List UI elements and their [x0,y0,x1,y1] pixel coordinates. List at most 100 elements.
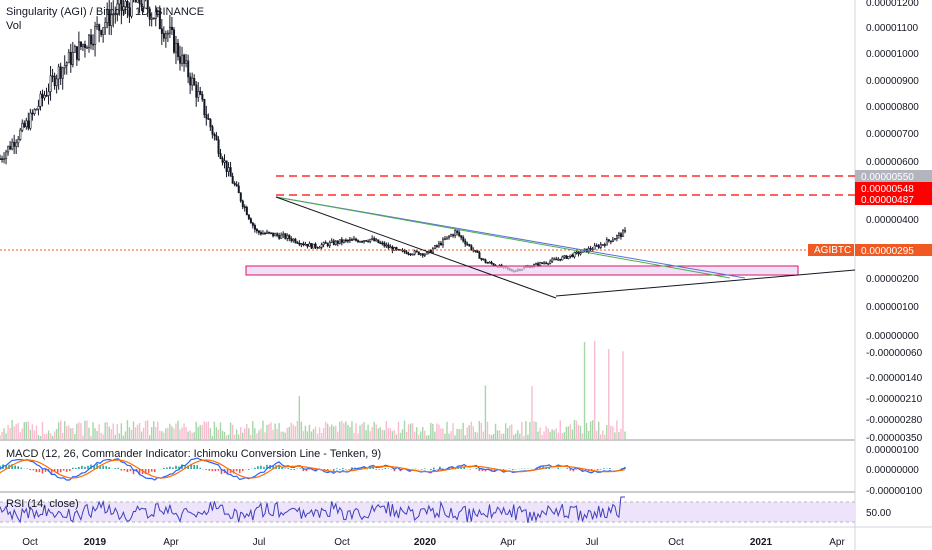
candle-body [39,93,42,107]
candle-body [389,246,392,249]
volume-bar [407,424,410,440]
volume-bar [173,428,175,440]
candle-body [128,7,131,17]
volume-bar [535,421,537,440]
volume-bar [411,423,414,440]
trend-line-down[interactable] [275,196,557,299]
macd-histogram-bar [257,466,259,469]
volume-bar [585,422,588,440]
rsi-legend[interactable]: RSI (14, close) [6,498,79,510]
macd-histogram-bar [0,465,1,469]
candle-body [545,262,548,265]
volume-bar [104,422,106,440]
candle-body [253,225,256,230]
candle-body [543,262,546,265]
candle-body [609,240,612,243]
volume-bar [7,424,9,440]
price-axis-label: 0.00001000 [866,49,919,60]
support-zone[interactable] [245,265,799,276]
volume-bar [106,422,108,440]
macd-histogram-bar [193,464,195,469]
candle-body [470,245,473,251]
volume-bar [239,427,242,440]
volume-bar [355,423,357,440]
volume-bar [324,421,327,440]
volume-bar [272,429,274,440]
candle-body [71,51,74,65]
macd-histogram-bar [129,469,132,472]
volume-bar [523,435,525,440]
macd-histogram-bar [235,469,238,472]
volume-bar [187,431,189,440]
volume-bar [213,421,216,440]
candle-body [55,78,58,87]
candle-body [187,60,190,78]
chart-title[interactable]: Singularity (AGI) / Bitcoin, 1D, BINANCE [6,6,205,18]
volume-bar [383,430,385,440]
volume-bars [0,340,626,440]
candle-body [112,13,115,16]
candle-body [116,3,119,14]
macd-histogram-bar [53,469,56,472]
candle-body [444,238,447,241]
candle-body [27,120,30,129]
candle-body [189,76,192,86]
candle-body [37,105,40,110]
candle-body [292,238,295,242]
fan-line-green[interactable] [275,196,731,279]
macd-pane[interactable] [0,457,626,481]
macd-histogram-bar [599,469,602,470]
candle-body [227,167,230,172]
candle-body [168,26,171,34]
candle-body [98,24,101,31]
candle-body [547,262,550,265]
volume-bar [618,432,620,440]
volume-bar [393,430,396,440]
macd-histogram-bar [287,468,290,469]
candle-body [314,243,317,248]
volume-bar [508,425,511,440]
trend-line-up[interactable] [555,269,856,297]
candle-body [120,0,123,11]
macd-histogram-bar [50,469,53,474]
candle-body [373,238,376,242]
volume-bar [116,424,119,440]
volume-bar [614,432,616,440]
candle-body [59,66,62,79]
time-axis[interactable]: Oct 2019 Apr Jul Oct 2020 Apr Jul Oct 2021 Apr [22,537,845,548]
candle-body [142,0,145,8]
volume-bar [146,420,149,440]
candle-body [13,141,16,147]
candle-body [431,248,434,253]
volume-bar [134,427,137,440]
volume-label[interactable]: Vol [6,20,22,32]
volume-bar [462,422,464,440]
volume-bar [300,421,303,440]
candle-body [239,192,242,202]
volume-bar [169,423,171,440]
candle-body [316,246,319,249]
volume-bar [438,424,440,440]
candle-body [264,232,267,235]
volume-bar [185,426,187,440]
volume-bar [409,423,412,440]
volume-bar [201,425,203,440]
volume-bar [583,341,586,440]
candle-body [599,244,602,248]
candle-body [539,262,542,266]
candle-body [476,250,479,253]
macd-legend[interactable]: MACD (12, 26, Commander Indicator: Ichim… [6,448,382,460]
volume-bar [23,422,25,440]
macd-histogram-bar [238,469,241,474]
candle-body [377,239,380,244]
candle-body [106,9,109,23]
candle-body [90,34,93,45]
rsi-pane[interactable] [0,496,625,524]
volume-bar [108,426,110,440]
candle-body [274,233,277,237]
macd-histogram-bar [378,469,381,470]
price-axis[interactable]: 0.00001200 0.00001100 0.00001000 0.00000900… [866,0,923,444]
macd-histogram-bar [220,469,223,475]
volume-bar [221,430,224,440]
